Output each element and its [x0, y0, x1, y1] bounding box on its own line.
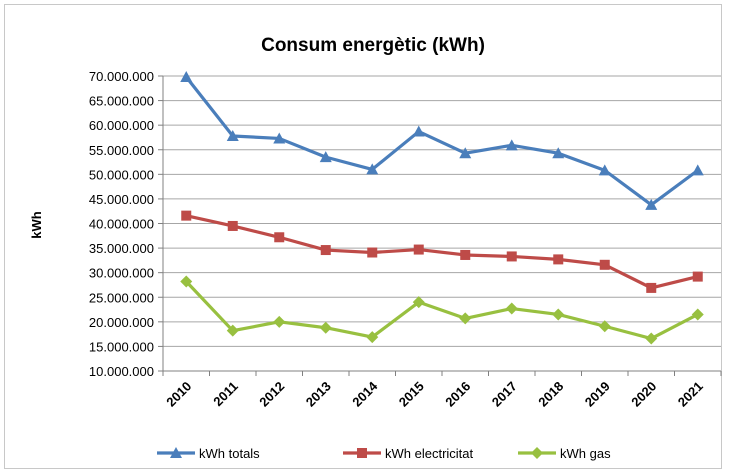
legend-entry: kWh totals — [157, 446, 260, 461]
data-point — [170, 447, 182, 458]
y-tick-label: 25.000.000 — [89, 290, 154, 305]
y-tick-label: 65.000.000 — [89, 94, 154, 109]
data-point — [367, 247, 378, 258]
data-point — [692, 271, 703, 282]
y-tick-label: 70.000.000 — [89, 69, 154, 84]
data-point — [320, 245, 331, 256]
data-point — [505, 302, 518, 315]
y-tick-label: 15.000.000 — [89, 339, 154, 354]
y-tick-labels: 10.000.000 15.000.000 20.000.000 25.000.000… — [89, 69, 154, 379]
x-tick-labels: 2010 2011 2012 2013 2014 2015 2016 2017 2018 2019… — [163, 378, 706, 410]
chart-title: Consum energètic (kWh) — [261, 35, 485, 56]
data-point — [598, 320, 611, 333]
series-kwh-gas — [180, 275, 704, 345]
x-tick-label: 2014 — [349, 378, 381, 410]
data-point — [180, 70, 193, 82]
legend-entry: kWh gas — [518, 446, 611, 461]
data-point — [552, 147, 565, 159]
data-point — [691, 164, 704, 176]
data-point — [227, 220, 238, 231]
data-point — [180, 275, 193, 288]
series-line — [184, 75, 699, 207]
data-point — [506, 251, 517, 262]
data-point — [459, 312, 472, 325]
y-tick-label: 35.000.000 — [89, 241, 154, 256]
x-tick-label: 2013 — [303, 379, 334, 410]
data-point — [413, 244, 424, 255]
data-point — [412, 296, 425, 309]
data-point — [181, 210, 192, 221]
data-point — [273, 315, 286, 328]
y-tick-label: 20.000.000 — [89, 315, 154, 330]
y-tick-label: 55.000.000 — [89, 143, 154, 158]
line-chart: Consum energètic (kWh) kWh 10.000.000 15.… — [29, 35, 722, 461]
x-tick-label: 2015 — [396, 379, 427, 410]
data-point — [273, 132, 286, 144]
data-point — [598, 164, 611, 176]
data-point — [553, 254, 564, 265]
series-line — [185, 280, 699, 341]
x-tick-label: 2019 — [582, 379, 613, 410]
legend: kWh totals kWh electricitat kWh gas — [157, 446, 611, 461]
data-point — [645, 198, 658, 210]
series-kwh-electricitat — [181, 210, 703, 293]
series-lines — [180, 70, 704, 345]
legend-label: kWh totals — [199, 446, 260, 461]
data-point — [505, 139, 518, 151]
y-tick-label: 45.000.000 — [89, 192, 154, 207]
x-tick-label: 2017 — [489, 379, 520, 410]
data-point — [366, 331, 379, 344]
data-point — [357, 448, 367, 458]
data-point — [459, 147, 472, 159]
x-tick-label: 2011 — [210, 379, 241, 410]
legend-label: kWh electricitat — [385, 446, 474, 461]
data-point — [319, 321, 332, 334]
legend-entry: kWh electricitat — [343, 446, 474, 461]
x-tick-label: 2010 — [163, 379, 194, 410]
x-tick-label: 2012 — [256, 379, 287, 410]
data-point — [226, 324, 239, 337]
y-axis-label: kWh — [29, 211, 44, 239]
x-tick-label: 2021 — [675, 379, 706, 410]
data-point — [645, 332, 658, 345]
data-point — [552, 308, 565, 321]
data-point — [646, 282, 657, 293]
y-tick-label: 10.000.000 — [89, 364, 154, 379]
legend-label: kWh gas — [560, 446, 611, 461]
data-point — [226, 129, 239, 141]
data-point — [691, 308, 704, 321]
x-tick-label: 2020 — [628, 379, 659, 410]
data-point — [599, 259, 610, 270]
y-tick-label: 60.000.000 — [89, 118, 154, 133]
gridlines — [158, 75, 722, 376]
y-tick-label: 40.000.000 — [89, 217, 154, 232]
y-tick-label: 30.000.000 — [89, 266, 154, 281]
data-point — [412, 125, 425, 137]
chart-frame: Consum energètic (kWh) kWh 10.000.000 15.… — [4, 4, 722, 469]
x-tick-label: 2016 — [442, 379, 473, 410]
series-kwh-totals — [180, 70, 704, 210]
data-point — [460, 249, 471, 260]
data-point — [366, 163, 379, 175]
x-tick-label: 2018 — [535, 379, 566, 410]
data-point — [531, 447, 543, 459]
data-point — [319, 151, 332, 163]
y-tick-label: 50.000.000 — [89, 167, 154, 182]
series-line — [185, 214, 699, 290]
data-point — [274, 232, 285, 243]
